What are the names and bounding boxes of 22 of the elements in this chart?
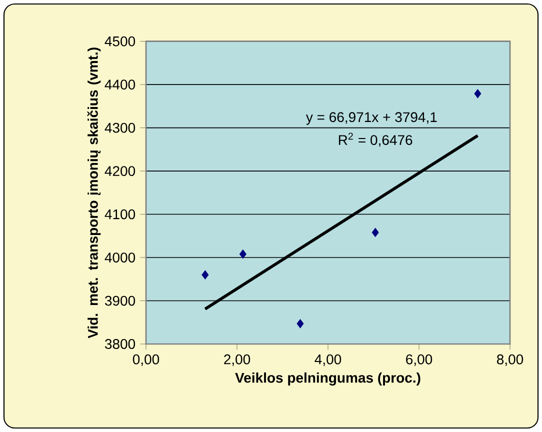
point [239, 250, 246, 259]
x-axis-title: Veiklos pelningumas (proc.) [235, 372, 420, 386]
y-tick-label: 4500 [104, 36, 136, 46]
point [296, 319, 304, 328]
x-tick-label: 2,00 [224, 354, 250, 366]
y-tick-label: 3900 [104, 296, 136, 306]
y-tick-label: 4300 [104, 122, 136, 133]
x-tick-label: 0,00 [132, 354, 160, 366]
x-tick-label: 4,00 [314, 354, 342, 366]
y-tick-label: 3800 [104, 339, 136, 349]
annotation: y = 66,971x + 3794,1 [306, 112, 437, 125]
y-tick-label: 4400 [104, 80, 136, 90]
y-tick-label: 4100 [104, 209, 136, 220]
annotation: R$^{2}$ = 0,6476 [338, 132, 412, 147]
point [474, 89, 482, 98]
y-axis-title: Vid. met. transporto įmonių skaičius (vmt.) [87, 48, 101, 338]
x-tick-label: 8,00 [496, 354, 524, 366]
y-tick-label: 4000 [104, 252, 136, 262]
point [372, 228, 379, 237]
x-tick-label: 6,00 [406, 354, 432, 366]
point [202, 270, 209, 280]
y-tick-label: 4200 [104, 166, 136, 176]
